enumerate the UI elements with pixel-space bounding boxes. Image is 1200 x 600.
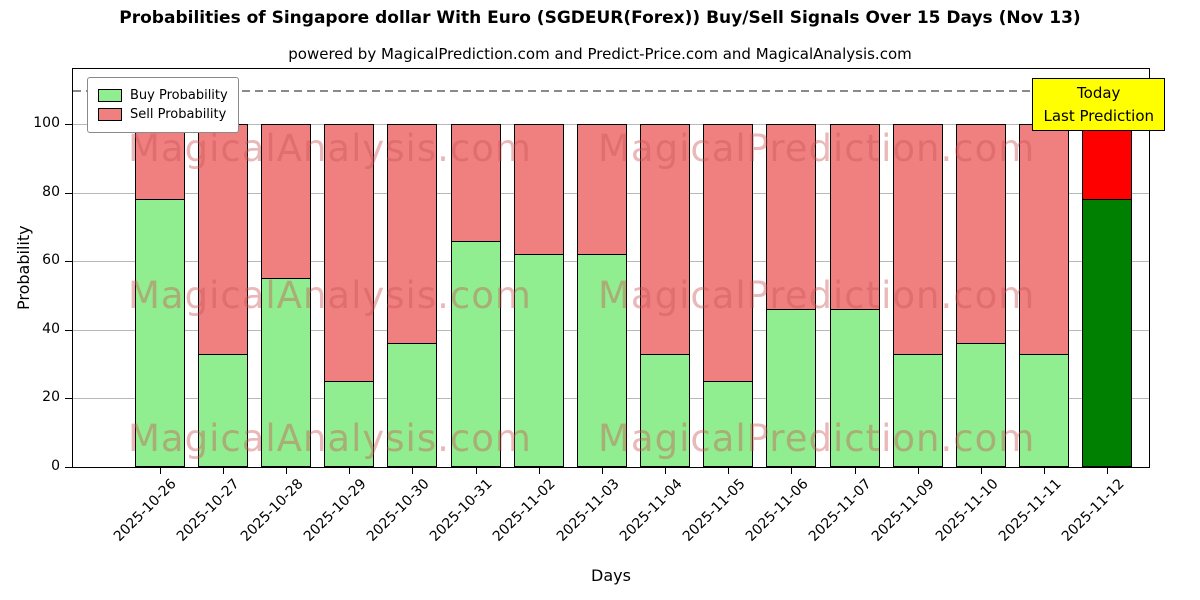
x-tick-label: 2025-10-28 (237, 476, 307, 545)
bar-buy-2025-11-11 (1019, 353, 1070, 467)
y-tick-mark (65, 467, 72, 468)
bar-buy-2025-11-04 (640, 353, 691, 467)
bar-sell-2025-11-06 (766, 123, 817, 311)
x-tick-label: 2025-10-27 (174, 476, 244, 545)
x-tick-label: 2025-10-26 (111, 476, 180, 545)
x-axis-label: Days (591, 566, 631, 585)
legend-item-sell: Sell Probability (98, 107, 228, 122)
x-tick-label: 2025-11-04 (616, 476, 686, 545)
bar-sell-2025-11-07 (829, 123, 880, 311)
bar-sell-2025-10-29 (324, 123, 375, 383)
x-tick-mark (1044, 468, 1046, 474)
bar-buy-2025-11-05 (703, 381, 754, 467)
y-tick-mark (65, 261, 72, 263)
today-annotation-line2: Last Prediction (1043, 106, 1154, 125)
x-tick-mark (981, 468, 983, 474)
threshold-dashed-line (73, 89, 1149, 92)
x-tick-mark (665, 468, 667, 474)
x-tick-mark (1107, 468, 1109, 474)
y-tick-label: 20 (42, 389, 60, 406)
bar-buy-2025-11-06 (766, 309, 817, 467)
bar-buy-2025-10-26 (134, 199, 185, 467)
legend-label-buy: Buy Probability (130, 88, 228, 103)
x-tick-label: 2025-11-09 (869, 476, 939, 545)
bar-buy-2025-10-27 (197, 353, 248, 467)
bar-buy-2025-10-28 (260, 278, 311, 467)
x-tick-mark (791, 468, 793, 474)
plot-area: Buy Probability Sell Probability Today L… (72, 68, 1165, 468)
x-tick-mark (538, 468, 540, 474)
bar-buy-2025-10-29 (324, 381, 375, 467)
x-tick-label: 2025-11-10 (932, 476, 1002, 545)
y-tick-label: 60 (42, 252, 60, 269)
bar-sell-2025-11-10 (956, 123, 1007, 345)
bar-sell-2025-10-30 (387, 123, 438, 345)
x-tick-label: 2025-11-11 (995, 476, 1065, 545)
legend-label-sell: Sell Probability (130, 107, 227, 122)
x-tick-label: 2025-11-03 (553, 476, 623, 545)
x-tick-label: 2025-11-05 (679, 476, 749, 545)
bar-buy-2025-11-10 (956, 343, 1007, 467)
x-tick-mark (349, 468, 351, 474)
y-tick-mark (65, 192, 72, 194)
x-tick-mark (412, 468, 414, 474)
x-tick-mark (159, 468, 161, 474)
bar-sell-2025-11-11 (1019, 123, 1070, 355)
x-tick-mark (728, 468, 730, 474)
x-tick-mark (601, 468, 603, 474)
bar-buy-2025-11-09 (892, 353, 943, 467)
x-tick-label: 2025-10-29 (300, 476, 370, 545)
bar-buy-2025-11-07 (829, 309, 880, 467)
x-tick-label: 2025-10-31 (426, 476, 496, 545)
bar-sell-2025-10-31 (450, 123, 501, 242)
bar-buy-2025-10-30 (387, 343, 438, 467)
x-tick-label: 2025-11-07 (806, 476, 875, 545)
bar-sell-2025-11-05 (703, 123, 754, 383)
bar-sell-2025-10-28 (260, 123, 311, 280)
x-tick-mark (475, 468, 477, 474)
y-tick-label: 0 (51, 458, 60, 474)
y-tick-mark (65, 329, 72, 331)
y-tick-label: 40 (42, 320, 60, 337)
bar-buy-2025-11-03 (576, 254, 627, 467)
y-tick-label: 80 (42, 183, 60, 200)
legend-item-buy: Buy Probability (98, 88, 228, 103)
sell-color-swatch (98, 108, 122, 121)
today-annotation-line1: Today (1077, 84, 1121, 102)
bar-sell-2025-11-04 (640, 123, 691, 355)
bar-buy-2025-10-31 (450, 240, 501, 467)
y-tick-mark (65, 123, 72, 125)
bar-sell-2025-10-27 (197, 123, 248, 355)
x-tick-label: 2025-10-30 (363, 476, 433, 545)
y-tick-mark (65, 398, 72, 400)
bar-sell-2025-11-09 (892, 123, 943, 355)
x-tick-label: 2025-11-06 (742, 476, 812, 545)
bar-buy-2025-11-12 (1082, 199, 1133, 467)
today-annotation: Today Last Prediction (1032, 78, 1165, 131)
bar-buy-2025-11-02 (513, 254, 564, 467)
bar-sell-2025-11-12 (1082, 123, 1133, 201)
x-tick-mark (222, 468, 224, 474)
x-tick-label: 2025-11-02 (490, 476, 560, 545)
y-tick-label: 100 (33, 114, 60, 131)
chart-title: Probabilities of Singapore dollar With E… (119, 8, 1081, 28)
x-tick-mark (854, 468, 856, 474)
bar-sell-2025-11-02 (513, 123, 564, 256)
bar-sell-2025-10-26 (134, 123, 185, 201)
buy-color-swatch (98, 89, 122, 102)
x-tick-mark (917, 468, 919, 474)
chart-subtitle: powered by MagicalPrediction.com and Pre… (288, 45, 912, 63)
x-tick-label: 2025-11-12 (1058, 476, 1128, 545)
x-tick-mark (285, 468, 287, 474)
bar-sell-2025-11-03 (576, 123, 627, 256)
legend: Buy Probability Sell Probability (87, 77, 239, 133)
